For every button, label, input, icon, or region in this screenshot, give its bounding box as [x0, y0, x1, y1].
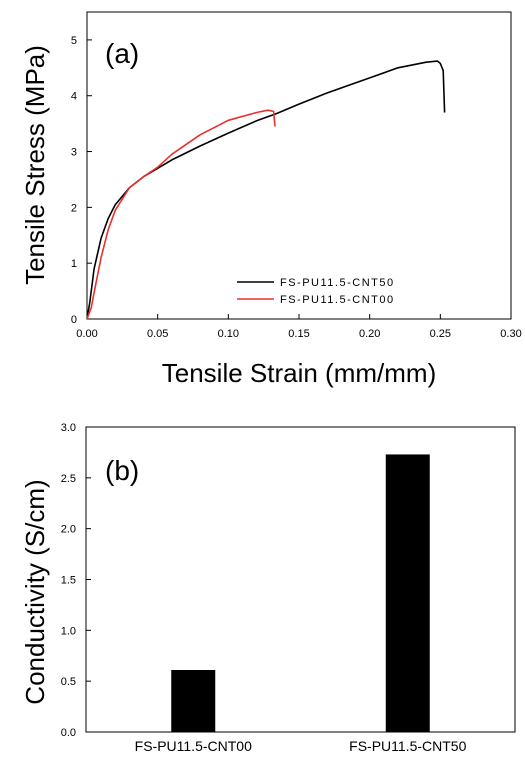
y-tick-label-a: 5 [71, 35, 77, 47]
panel-label-a: (a) [105, 38, 139, 69]
x-tick-label-a: 0.20 [359, 328, 380, 340]
series-lines-a [86, 60, 446, 320]
x-tick-label-a: 0.15 [288, 328, 309, 340]
y-tick-label-b: 1.5 [61, 575, 76, 587]
x-axis-title-a: Tensile Strain (mm/mm) [162, 358, 436, 388]
series-line-cnt00 [86, 109, 276, 320]
y-tick-label-b: 1.0 [61, 625, 76, 637]
x-tick-label-a: 0.05 [147, 328, 168, 340]
y-tick-label-a: 1 [71, 258, 77, 270]
y-axis-ticks-a: 0 1 2 3 4 5 [71, 35, 92, 326]
y-tick-label-a: 3 [71, 147, 77, 159]
panel-label-b: (b) [105, 455, 139, 486]
x-tick-label-a: 0.25 [430, 328, 451, 340]
category-label-b: FS-PU11.5-CNT50 [349, 738, 466, 754]
category-label-b: FS-PU11.5-CNT00 [135, 738, 252, 754]
x-tick-label-a: 0.30 [500, 328, 521, 340]
legend-label-cnt50: FS-PU11.5-CNT50 [280, 277, 395, 289]
y-tick-label-b: 0.0 [61, 727, 76, 739]
category-labels-b: FS-PU11.5-CNT00 FS-PU11.5-CNT50 [135, 727, 467, 754]
bars-b [171, 454, 430, 732]
y-tick-label-b: 3.0 [61, 422, 76, 434]
plot-frame-b [85, 426, 516, 733]
y-axis-title-b: Conductivity (S/cm) [20, 479, 50, 704]
x-tick-label-a: 0.00 [76, 328, 97, 340]
series-line-cnt50 [86, 60, 446, 320]
bar-fs-pu11-5-cnt50 [385, 454, 430, 732]
legend-a: FS-PU11.5-CNT50 FS-PU11.5-CNT00 [237, 277, 395, 306]
y-tick-label-b: 2.0 [61, 524, 76, 536]
y-axis-ticks-b: 0.0 0.5 1.0 1.5 2.0 2.5 3.0 [61, 422, 91, 739]
bar-fs-pu11-5-cnt00 [171, 669, 216, 732]
y-tick-label-a: 4 [71, 91, 77, 103]
plot-frame-a [86, 11, 512, 320]
x-tick-label-a: 0.10 [218, 328, 239, 340]
y-axis-title-a: Tensile Stress (MPa) [20, 45, 50, 285]
legend-label-cnt00: FS-PU11.5-CNT00 [280, 294, 395, 306]
x-axis-ticks-a: 0.00 0.05 0.10 0.15 0.20 0.25 0.30 [76, 314, 522, 340]
y-tick-label-b: 0.5 [61, 676, 76, 688]
y-tick-label-a: 0 [71, 314, 77, 326]
y-tick-label-a: 2 [71, 202, 77, 214]
y-tick-label-b: 2.5 [61, 473, 76, 485]
conductivity-chart: 0.00.51.01.52.02.53.0 FS-PU11.5-CNT00 FS-… [20, 422, 516, 754]
